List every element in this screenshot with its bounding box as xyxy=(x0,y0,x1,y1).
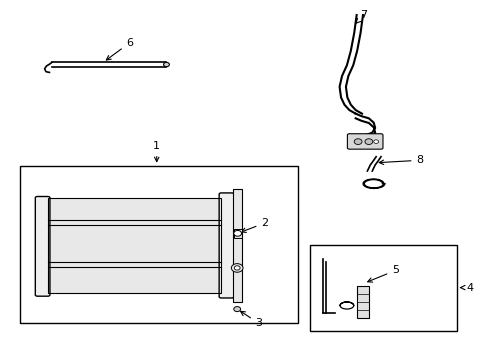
Bar xyxy=(48,198,221,293)
Text: 8: 8 xyxy=(378,155,423,165)
Bar xyxy=(233,189,242,302)
FancyBboxPatch shape xyxy=(219,193,233,298)
Text: 7: 7 xyxy=(355,10,367,23)
Circle shape xyxy=(234,266,240,270)
Circle shape xyxy=(364,139,372,144)
Bar xyxy=(233,229,241,238)
Circle shape xyxy=(231,264,243,272)
Text: 6: 6 xyxy=(106,38,133,60)
FancyBboxPatch shape xyxy=(346,134,382,149)
Bar xyxy=(310,244,456,330)
Bar xyxy=(20,166,298,323)
FancyBboxPatch shape xyxy=(35,197,50,296)
Bar xyxy=(356,286,368,318)
Text: 1: 1 xyxy=(153,141,160,162)
Circle shape xyxy=(233,230,241,236)
Circle shape xyxy=(373,140,378,143)
Circle shape xyxy=(353,139,361,144)
Text: 2: 2 xyxy=(241,218,268,233)
Text: 4: 4 xyxy=(460,283,472,293)
Text: 5: 5 xyxy=(367,265,398,282)
Circle shape xyxy=(163,62,169,67)
Circle shape xyxy=(233,307,240,312)
Bar xyxy=(48,198,221,293)
Text: 3: 3 xyxy=(240,311,262,328)
